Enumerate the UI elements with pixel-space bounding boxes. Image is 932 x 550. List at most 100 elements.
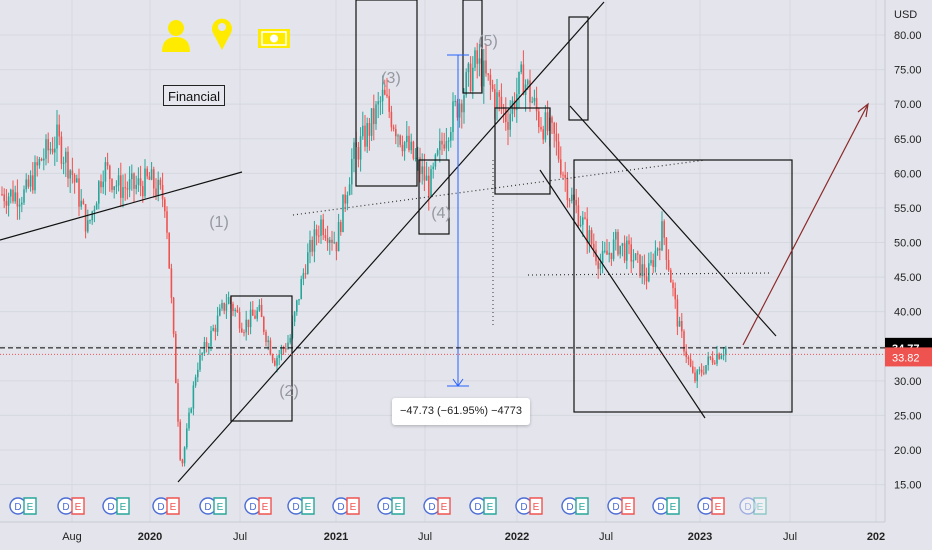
location-pin-icon [212,18,232,50]
candle-body [476,50,478,64]
candle-body [276,357,278,366]
candle-body [254,315,256,319]
candle-body [597,261,599,269]
candle-body [194,377,197,386]
candle-body [579,224,582,226]
candle-body [342,194,344,232]
price-tick-label: 25.00 [894,410,922,422]
candle-body [441,140,443,145]
candle-body [637,253,639,255]
candle-body [16,192,19,207]
candle-body [395,128,397,137]
wave-label: (4) [431,205,451,222]
candle-body [131,173,133,180]
candle-body [722,354,725,356]
earnings-marker-letter: E [120,502,127,513]
candle-body [175,333,177,384]
candle-body [210,330,212,347]
person-icon [168,20,184,36]
dividend-marker-letter: D [657,502,664,513]
candle-body [142,186,144,197]
candle-body [280,347,283,355]
candle-body [12,189,14,202]
candle-body [65,151,67,163]
time-tick-label: Jul [233,531,247,543]
candle-body [412,141,415,159]
candle-body [656,248,659,251]
time-tick-label: Jul [599,531,613,543]
candle-body [126,188,129,190]
candle-body [296,300,298,312]
candle-body [357,147,360,160]
candle-body [434,154,437,167]
earnings-marker [301,497,315,515]
candle-body [689,358,692,367]
candle-body [641,264,643,277]
candle-body [465,72,467,96]
candle-body [707,356,709,366]
candle-body [645,276,648,282]
candle-body [137,178,140,185]
dividend-marker-letter: D [204,502,211,513]
candle-body [450,132,452,141]
candle-body [370,108,373,136]
candle-body [106,162,109,166]
candle-body [586,218,588,244]
candle-body [703,372,705,374]
time-tick-label: 2021 [324,531,348,543]
candle-body [379,101,382,103]
earnings-marker-letter: E [487,502,494,513]
candle-body [298,299,300,301]
candle-body [505,108,507,122]
price-tick-label: 70.00 [894,99,922,111]
candle-body [241,328,243,333]
candle-body [670,270,672,283]
candle-body [331,239,333,243]
candle-body [87,220,89,232]
candle-body [610,252,613,260]
earnings-marker-letter: E [170,502,177,513]
candle-body [109,165,111,180]
candle-body [544,112,547,140]
price-tick-label: 30.00 [894,376,922,388]
candle-body [458,103,461,118]
candle-body [678,321,681,327]
candle-body [401,144,404,152]
candle-body [623,243,626,261]
candle-body [51,148,54,153]
candle-body [445,141,448,149]
candle-body [29,175,32,187]
candle-body [615,231,617,240]
price-tick-label: 20.00 [894,445,922,457]
candle-body [144,168,146,197]
candle-body [133,173,135,189]
candle-body [135,184,137,189]
candle-body [221,302,223,309]
candle-body [1,194,3,196]
candle-body [408,135,410,151]
candle-body [562,174,564,176]
price-tick-label: 40.00 [894,307,922,319]
candle-body [54,148,56,153]
dotted-support [527,272,773,276]
dividend-marker-letter: D [337,502,344,513]
candle-body [115,185,118,187]
candle-body [518,72,520,95]
candle-body [243,332,245,334]
candle-body [375,104,377,125]
candle-body [439,140,441,151]
candle-body [219,308,221,316]
trendline-left [0,171,243,241]
candle-body [168,232,170,269]
candle-body [687,357,690,359]
candle-body [71,170,74,175]
time-tick-label: 2022 [505,531,529,543]
dividend-marker-letter: D [612,502,619,513]
earnings-marker [666,497,680,515]
candle-body [612,239,615,260]
candle-body [604,250,606,252]
candle-body [179,421,181,460]
annotation-box [573,159,793,413]
candle-body [67,151,69,179]
